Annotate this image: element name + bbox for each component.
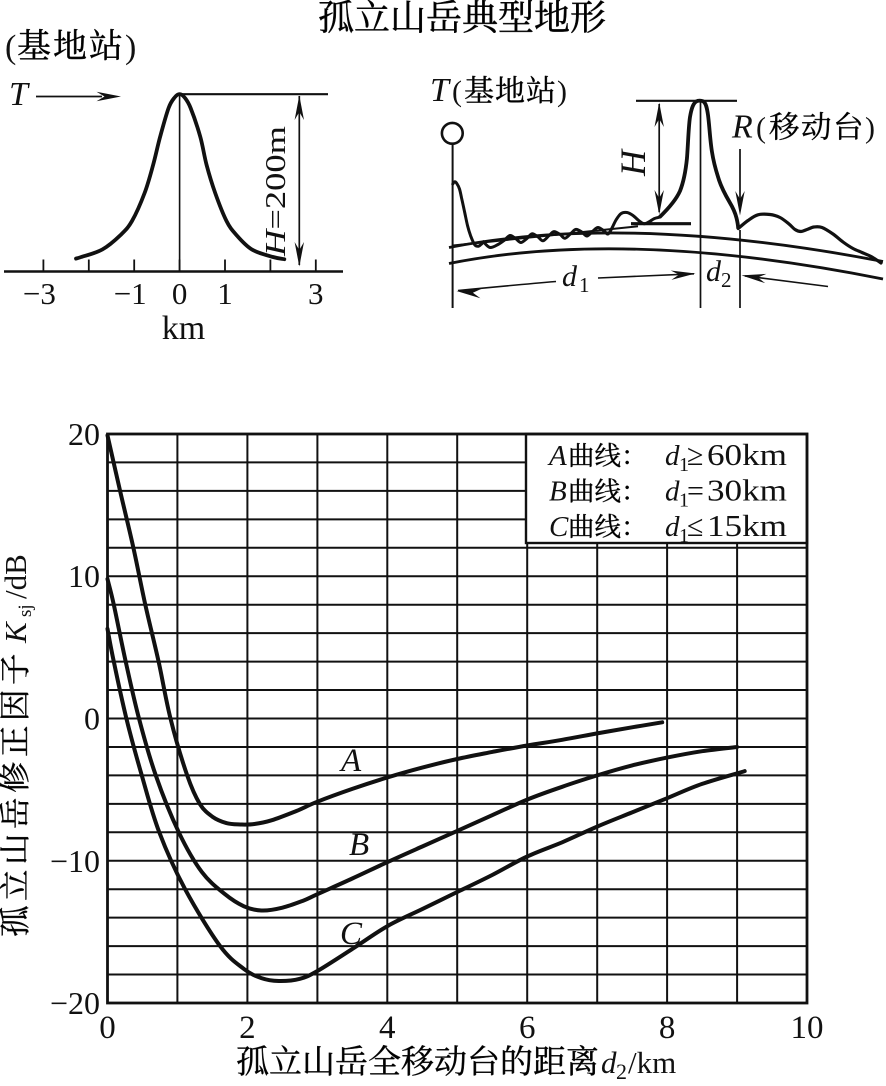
svg-text:A: A bbox=[547, 440, 567, 472]
svg-text:−3: −3 bbox=[23, 276, 56, 311]
svg-text:15km: 15km bbox=[707, 508, 787, 543]
svg-text:≥: ≥ bbox=[687, 439, 703, 472]
svg-text:T: T bbox=[430, 72, 451, 109]
svg-text:−20: −20 bbox=[50, 985, 100, 1021]
svg-text:0: 0 bbox=[99, 1010, 116, 1046]
svg-text:(: ( bbox=[452, 75, 462, 108]
svg-text:−1: −1 bbox=[114, 276, 147, 311]
svg-text:6: 6 bbox=[519, 1010, 536, 1046]
svg-text:10: 10 bbox=[791, 1010, 824, 1046]
svg-text:(: ( bbox=[5, 29, 16, 66]
svg-text:H=200m: H=200m bbox=[260, 125, 292, 257]
svg-text:/dB: /dB bbox=[0, 554, 33, 599]
svg-text:1: 1 bbox=[217, 276, 233, 311]
svg-text:sj: sj bbox=[15, 604, 36, 617]
svg-text:8: 8 bbox=[659, 1010, 676, 1046]
svg-text:H: H bbox=[613, 148, 653, 177]
svg-text:T: T bbox=[9, 76, 30, 113]
svg-text:): ) bbox=[125, 29, 136, 66]
svg-text:1: 1 bbox=[679, 454, 689, 476]
svg-text:d: d bbox=[562, 260, 578, 293]
svg-text:0: 0 bbox=[172, 276, 188, 311]
svg-text:−10: −10 bbox=[50, 843, 100, 879]
svg-text:d: d bbox=[665, 476, 680, 508]
svg-text:2: 2 bbox=[721, 268, 732, 292]
svg-text:0: 0 bbox=[84, 701, 100, 737]
svg-text:2: 2 bbox=[239, 1010, 256, 1046]
svg-text:60km: 60km bbox=[707, 437, 787, 472]
svg-text:3: 3 bbox=[308, 276, 324, 311]
svg-text:A: A bbox=[339, 743, 362, 779]
svg-text:d: d bbox=[665, 511, 680, 543]
svg-text:4: 4 bbox=[379, 1010, 396, 1046]
svg-text:): ) bbox=[557, 75, 567, 108]
svg-text:B: B bbox=[549, 476, 567, 508]
svg-text:2: 2 bbox=[616, 1059, 627, 1084]
svg-text:20: 20 bbox=[68, 416, 100, 452]
svg-text:(: ( bbox=[756, 112, 766, 145]
svg-text:R: R bbox=[731, 109, 753, 146]
svg-text:1: 1 bbox=[679, 490, 689, 512]
svg-text:1: 1 bbox=[579, 273, 590, 297]
svg-text:d: d bbox=[601, 1045, 617, 1080]
svg-text:30km: 30km bbox=[707, 473, 787, 508]
svg-text:km: km bbox=[162, 310, 205, 347]
svg-text:): ) bbox=[865, 112, 875, 145]
svg-text:10: 10 bbox=[68, 558, 100, 594]
svg-text:/km: /km bbox=[628, 1045, 676, 1080]
svg-text:C: C bbox=[549, 511, 569, 543]
svg-text:1: 1 bbox=[679, 525, 689, 547]
svg-text:d: d bbox=[706, 255, 722, 288]
svg-text:K: K bbox=[0, 620, 33, 644]
svg-text:≤: ≤ bbox=[687, 510, 703, 543]
svg-text:d: d bbox=[665, 440, 680, 472]
svg-text:=: = bbox=[687, 475, 704, 508]
svg-text:B: B bbox=[349, 827, 369, 863]
svg-text:C: C bbox=[340, 916, 363, 952]
